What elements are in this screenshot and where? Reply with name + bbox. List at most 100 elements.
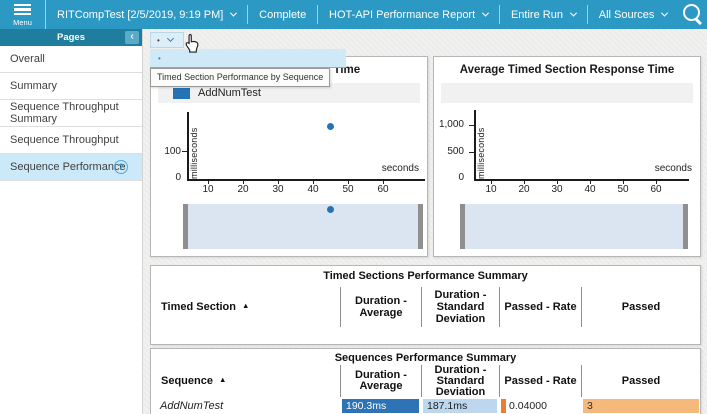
report-selector[interactable]: HOT-API Performance Report <box>318 0 499 29</box>
chart-type-selector[interactable]: • <box>150 32 184 48</box>
range-selector-label: Entire Run <box>510 8 563 21</box>
sources-selector-label: All Sources <box>598 8 655 21</box>
x-tick-label: 20 <box>518 184 530 195</box>
sidebar-item-label: Summary <box>10 80 58 92</box>
menu-option-dot: • <box>158 53 161 63</box>
y-axis <box>187 112 189 180</box>
sort-asc-icon: ▲ <box>218 374 227 384</box>
sidebar: Pages ‹ Overall Summary Sequence Through… <box>0 29 143 414</box>
sidebar-title: Pages <box>57 32 85 43</box>
x-axis <box>187 179 425 181</box>
x-tick <box>557 180 558 184</box>
average-timed-section-panel: Average Timed Section Response Time 1,00… <box>433 56 701 257</box>
navigator-point <box>327 206 334 213</box>
sidebar-item-sequence-performance[interactable]: Sequence Performance ? <box>0 154 142 181</box>
collapse-sidebar-button[interactable]: ‹ <box>125 31 139 44</box>
table-title: Sequences Performance Summary <box>334 352 517 364</box>
sidebar-item-label: Sequence Throughput <box>10 134 119 146</box>
report-selector-label: HOT-API Performance Report <box>329 8 476 21</box>
x-tick <box>243 180 244 184</box>
help-icon[interactable]: ? <box>114 160 128 174</box>
divider <box>586 5 588 24</box>
y-tick-label: 1,000 <box>438 119 464 130</box>
x-tick-label: 50 <box>617 184 629 195</box>
navigator-left-handle[interactable] <box>183 204 188 249</box>
x-tick-label: 30 <box>551 184 563 195</box>
sidebar-item-label: Sequence Throughput Summary <box>10 101 119 125</box>
duration-average-bar: 190.3ms <box>342 399 419 413</box>
y-tick-label: 0 <box>458 172 464 183</box>
column-header-passed-rate[interactable]: Passed - Rate <box>499 365 581 397</box>
navigator-left-handle[interactable] <box>460 204 465 249</box>
chart-legend <box>441 83 693 103</box>
range-selector[interactable]: Entire Run <box>500 0 587 29</box>
timed-sections-summary-panel: Timed Sections Performance Summary Timed… <box>150 265 701 345</box>
menu-label: Menu <box>13 18 32 28</box>
menu-button[interactable]: Menu <box>0 0 47 29</box>
hamburger-icon <box>14 2 32 18</box>
column-header-duration-average[interactable]: Duration - Average <box>340 365 421 397</box>
y-tick-label: 0 <box>175 172 181 183</box>
top-bar: Menu RITCompTest [2/5/2019, 9:19 PM] Com… <box>0 0 707 29</box>
x-tick <box>313 180 314 184</box>
column-header-passed-rate[interactable]: Passed - Rate <box>499 287 581 327</box>
table-header-row: Sequence ▲ Duration - Average Duration -… <box>151 364 700 397</box>
table-header-row: Timed Section ▲ Duration - Average Durat… <box>151 287 700 327</box>
x-axis-label: seconds <box>654 163 692 174</box>
column-header-duration-stddev[interactable]: Duration - Standard Deviation <box>421 287 499 327</box>
legend-label: AddNumTest <box>198 87 261 99</box>
x-tick <box>524 180 525 184</box>
x-tick-label: 50 <box>342 184 354 195</box>
scatter-point[interactable] <box>327 123 334 131</box>
x-tick <box>656 180 657 184</box>
x-tick-label: 40 <box>307 184 319 195</box>
y-tick-label: 500 <box>447 146 464 157</box>
chart-title: Average Timed Section Response Time <box>459 64 675 76</box>
y-axis <box>474 110 476 180</box>
duration-stddev-bar: 187.1ms <box>423 399 497 413</box>
sidebar-item-summary[interactable]: Summary <box>0 73 142 100</box>
x-tick-label: 10 <box>202 184 214 195</box>
column-header-passed[interactable]: Passed <box>581 287 700 327</box>
x-tick <box>590 180 591 184</box>
x-tick-label: 10 <box>485 184 497 195</box>
search-icon[interactable] <box>678 0 703 29</box>
x-tick-label: 20 <box>237 184 249 195</box>
table-title: Timed Sections Performance Summary <box>323 270 528 282</box>
x-tick <box>383 180 384 184</box>
sidebar-item-sequence-throughput[interactable]: Sequence Throughput <box>0 127 142 154</box>
sidebar-header: Pages ‹ <box>0 29 142 46</box>
navigator-right-handle[interactable] <box>683 204 688 249</box>
column-header-duration-stddev[interactable]: Duration - Standard Deviation <box>421 364 499 397</box>
tooltip: Timed Section Performance by Sequence <box>150 68 331 87</box>
sidebar-item-label: Sequence Performance <box>10 161 126 173</box>
passed-rate-bar <box>501 399 506 413</box>
x-tick <box>348 180 349 184</box>
divider <box>247 5 249 24</box>
column-header-duration-average[interactable]: Duration - Average <box>340 287 421 327</box>
status-text: Complete <box>259 8 307 21</box>
divider <box>317 5 319 24</box>
column-header-passed[interactable]: Passed <box>581 365 700 397</box>
sequence-response-time-panel: Sequence Response Time AddNumTest 100 0 … <box>150 56 428 257</box>
x-tick <box>623 180 624 184</box>
chevron-down-icon <box>569 9 577 17</box>
sidebar-item-sequence-throughput-summary[interactable]: Sequence Throughput Summary <box>0 100 142 127</box>
sequences-summary-panel: Sequences Performance Summary Sequence ▲… <box>150 348 701 414</box>
table-row[interactable]: AddNumTest 190.3ms 187.1ms 0.04000 3 <box>151 398 700 414</box>
sources-selector[interactable]: All Sources <box>588 0 679 29</box>
x-tick-label: 30 <box>272 184 284 195</box>
y-tick-label: 100 <box>164 146 181 157</box>
column-header-sequence[interactable]: Sequence ▲ <box>161 374 227 387</box>
chart-type-menu-option[interactable]: • <box>150 49 346 68</box>
chart-navigator[interactable] <box>460 204 688 249</box>
chevron-down-icon <box>230 9 238 17</box>
column-header-timed-section[interactable]: Timed Section ▲ <box>161 300 250 314</box>
sidebar-item-overall[interactable]: Overall <box>0 46 142 73</box>
run-selector[interactable]: RITCompTest [2/5/2019, 9:19 PM] <box>46 0 247 29</box>
chart-navigator[interactable] <box>183 204 423 249</box>
selected-chart-dot: • <box>157 35 160 45</box>
navigator-right-handle[interactable] <box>418 204 423 249</box>
x-tick-label: 60 <box>650 184 662 195</box>
